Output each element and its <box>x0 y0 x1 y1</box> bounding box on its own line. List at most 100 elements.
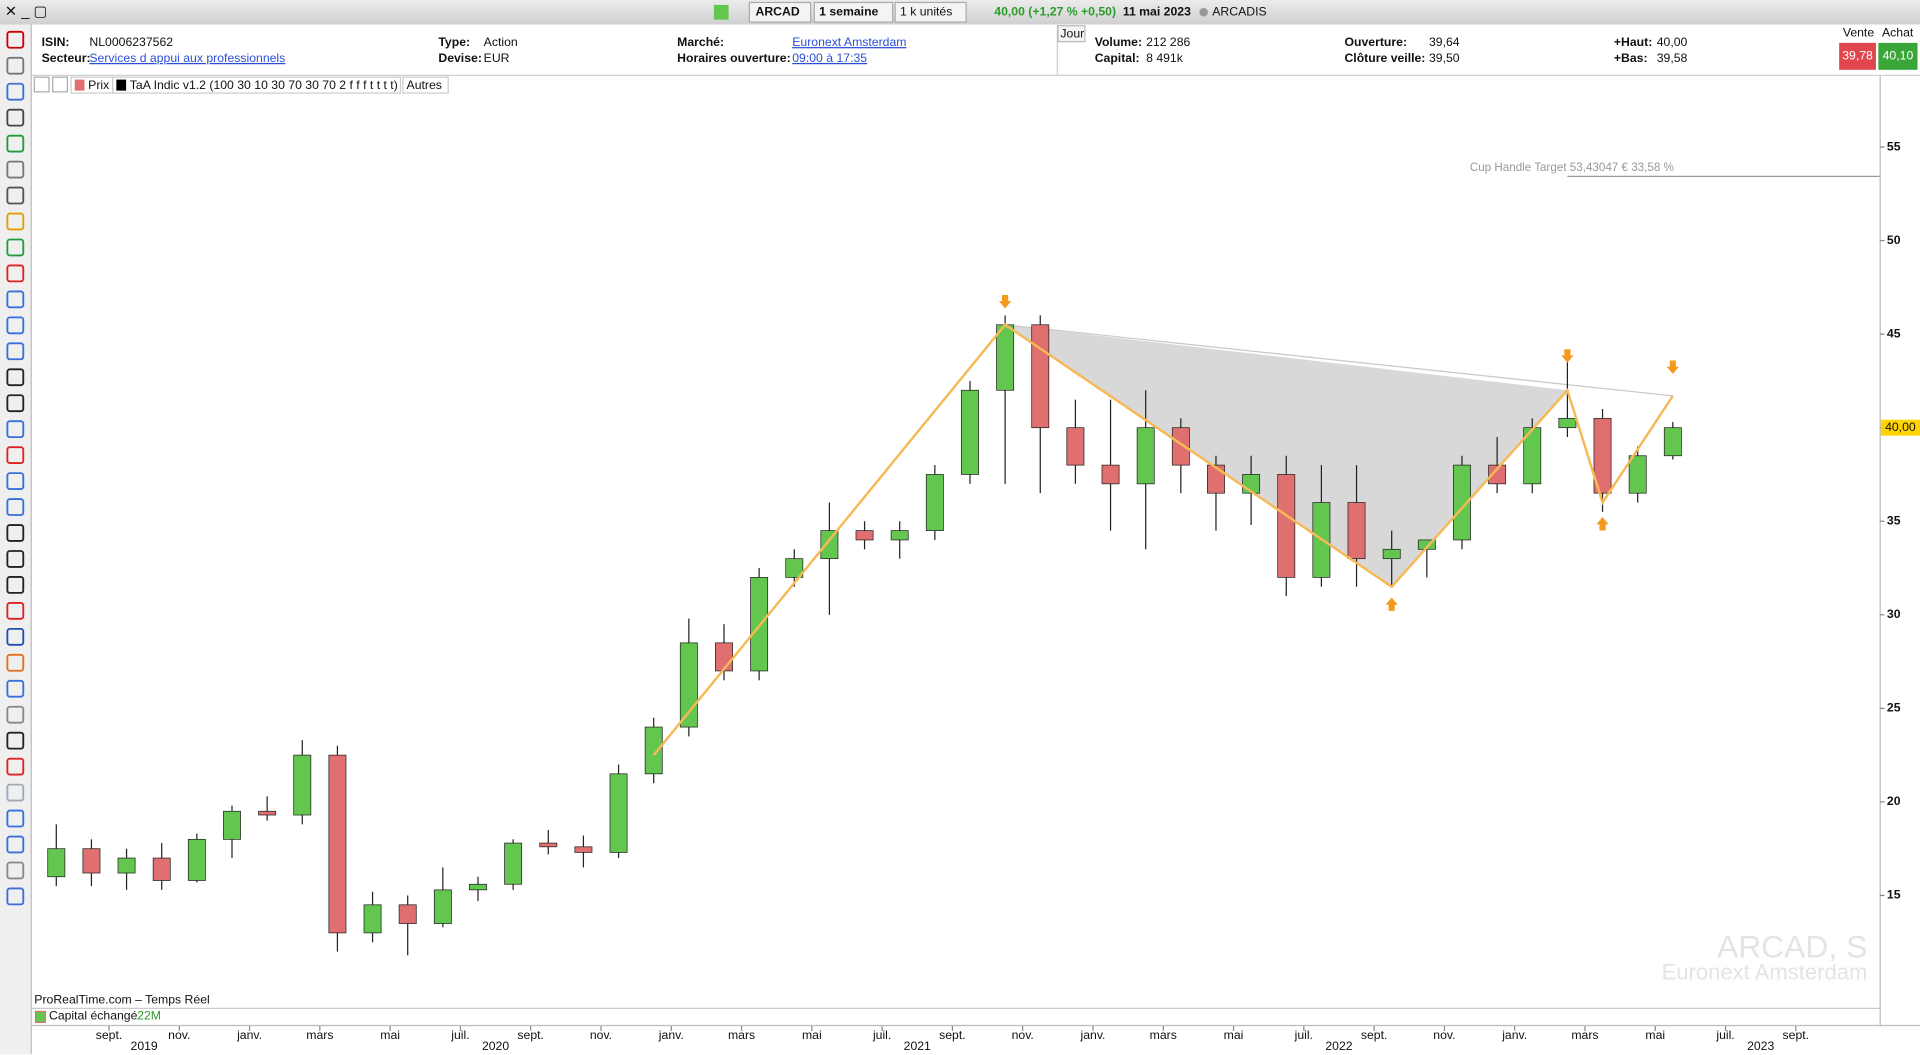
tab-label[interactable]: Jour <box>1060 27 1084 41</box>
tool-icon[interactable] <box>6 835 25 854</box>
symbol[interactable]: ARCAD <box>756 4 800 18</box>
tool-icon[interactable] <box>6 809 25 828</box>
buy-button[interactable] <box>1878 42 1918 70</box>
tool-icon[interactable] <box>6 290 25 309</box>
candle-body <box>187 838 206 881</box>
icon <box>34 1010 46 1024</box>
units[interactable]: 1 k unités <box>900 4 952 18</box>
label: Vente <box>1843 25 1874 39</box>
source: ProRealTime.com – Temps Réel <box>34 993 209 1007</box>
neckline <box>1005 324 1673 397</box>
tool-icon[interactable] <box>6 783 25 802</box>
x-tick-label: mars <box>1571 1028 1598 1042</box>
tool-icon[interactable] <box>6 316 25 335</box>
tool-icon[interactable] <box>6 342 25 361</box>
tab-label[interactable]: Prix <box>88 78 109 92</box>
watermark: Euronext Amsterdam <box>1662 959 1868 984</box>
tool-icon[interactable] <box>6 550 25 568</box>
candle-body <box>1136 427 1155 485</box>
icon[interactable] <box>52 76 68 93</box>
status-dot <box>1199 7 1208 17</box>
tool-icon[interactable] <box>6 394 25 413</box>
x-tick-label: mars <box>728 1028 755 1042</box>
sell-button[interactable] <box>1839 42 1876 70</box>
chart-type-icon[interactable] <box>713 4 729 20</box>
link[interactable]: Services d appui aux professionnels <box>89 51 285 65</box>
candle-body <box>469 883 487 891</box>
period-box[interactable] <box>813 1 894 23</box>
volume-label: Capital échangé <box>49 1009 138 1023</box>
tab[interactable] <box>112 76 402 94</box>
toolbar <box>0 24 31 1055</box>
tool-icon[interactable] <box>6 887 25 906</box>
tool-icon[interactable] <box>6 238 25 257</box>
last-price-label: 40,00 <box>1885 420 1916 434</box>
candle-body <box>715 642 733 672</box>
tool-icon[interactable] <box>6 757 25 776</box>
tool-icon[interactable] <box>6 861 25 880</box>
tool-icon[interactable] <box>6 186 25 205</box>
candle-body <box>996 324 1015 391</box>
candle-body <box>117 857 136 874</box>
candle-body <box>223 810 241 840</box>
tool-icon[interactable] <box>6 264 25 283</box>
y-tick-label: 30 <box>1887 607 1901 621</box>
tool-icon[interactable] <box>6 212 25 231</box>
tool-icon[interactable] <box>6 472 25 490</box>
tool-icon[interactable] <box>6 576 25 594</box>
value: Action <box>484 35 518 49</box>
sell-price[interactable]: 39,78 <box>1842 49 1873 63</box>
tool-icon[interactable] <box>6 705 25 724</box>
label: ISIN: <box>42 35 70 49</box>
tool-icon[interactable] <box>6 524 25 542</box>
tab-label[interactable]: Autres <box>407 78 442 92</box>
buy-price[interactable]: 40,10 <box>1883 49 1914 63</box>
close-btn[interactable]: ✕ _ ▢ <box>5 4 48 20</box>
candle-body <box>855 530 874 541</box>
candle-body <box>539 842 558 848</box>
candle-body <box>644 726 663 775</box>
tool-icon[interactable] <box>6 602 25 620</box>
x-tick-label: sept. <box>1361 1028 1388 1042</box>
tool-icon[interactable] <box>6 420 25 439</box>
pattern-line <box>652 323 1674 756</box>
tool-icon[interactable] <box>6 731 25 750</box>
volume-value: 22M <box>137 1009 161 1023</box>
value: EUR <box>484 51 510 65</box>
link[interactable]: Euronext Amsterdam <box>792 35 906 49</box>
candle-body <box>1523 427 1542 485</box>
tool-icon[interactable] <box>6 368 25 387</box>
tool-icon[interactable] <box>6 446 25 465</box>
candle-body <box>1558 417 1577 429</box>
candle-body <box>1031 324 1050 429</box>
signal-arrow <box>998 294 1012 309</box>
period[interactable]: 1 semaine <box>819 4 878 18</box>
tool-icon[interactable] <box>6 82 25 101</box>
tab[interactable] <box>1057 25 1086 43</box>
x-tick-label: mars <box>1150 1028 1177 1042</box>
tool-icon[interactable] <box>6 498 25 516</box>
tool-icon[interactable] <box>6 627 25 646</box>
tool-icon[interactable] <box>6 30 25 49</box>
tool-icon[interactable] <box>6 653 25 672</box>
tab-label[interactable]: TaA Indic v1.2 (100 30 10 30 70 30 70 2 … <box>130 78 398 92</box>
x-tick-label: sept. <box>517 1028 544 1042</box>
tool-icon[interactable] <box>6 56 25 75</box>
candle-body <box>1101 464 1120 485</box>
tool-icon[interactable] <box>6 134 25 153</box>
tool-icon[interactable] <box>6 108 25 127</box>
x-tick-label: juil. <box>1715 1028 1734 1042</box>
name: ARCADIS <box>1212 4 1266 18</box>
value: 212 286 <box>1146 35 1190 49</box>
symbol-box[interactable] <box>748 1 812 23</box>
candle-body <box>890 530 909 541</box>
link[interactable]: 09:00 à 17:35 <box>792 51 867 65</box>
units-box[interactable] <box>894 1 967 23</box>
date: 11 mai 2023 <box>1123 4 1191 18</box>
tool-icon[interactable] <box>6 679 25 698</box>
tab[interactable] <box>402 76 449 94</box>
tool-icon[interactable] <box>6 160 25 179</box>
x-tick-label: sept. <box>96 1028 123 1042</box>
icon[interactable] <box>33 76 50 93</box>
